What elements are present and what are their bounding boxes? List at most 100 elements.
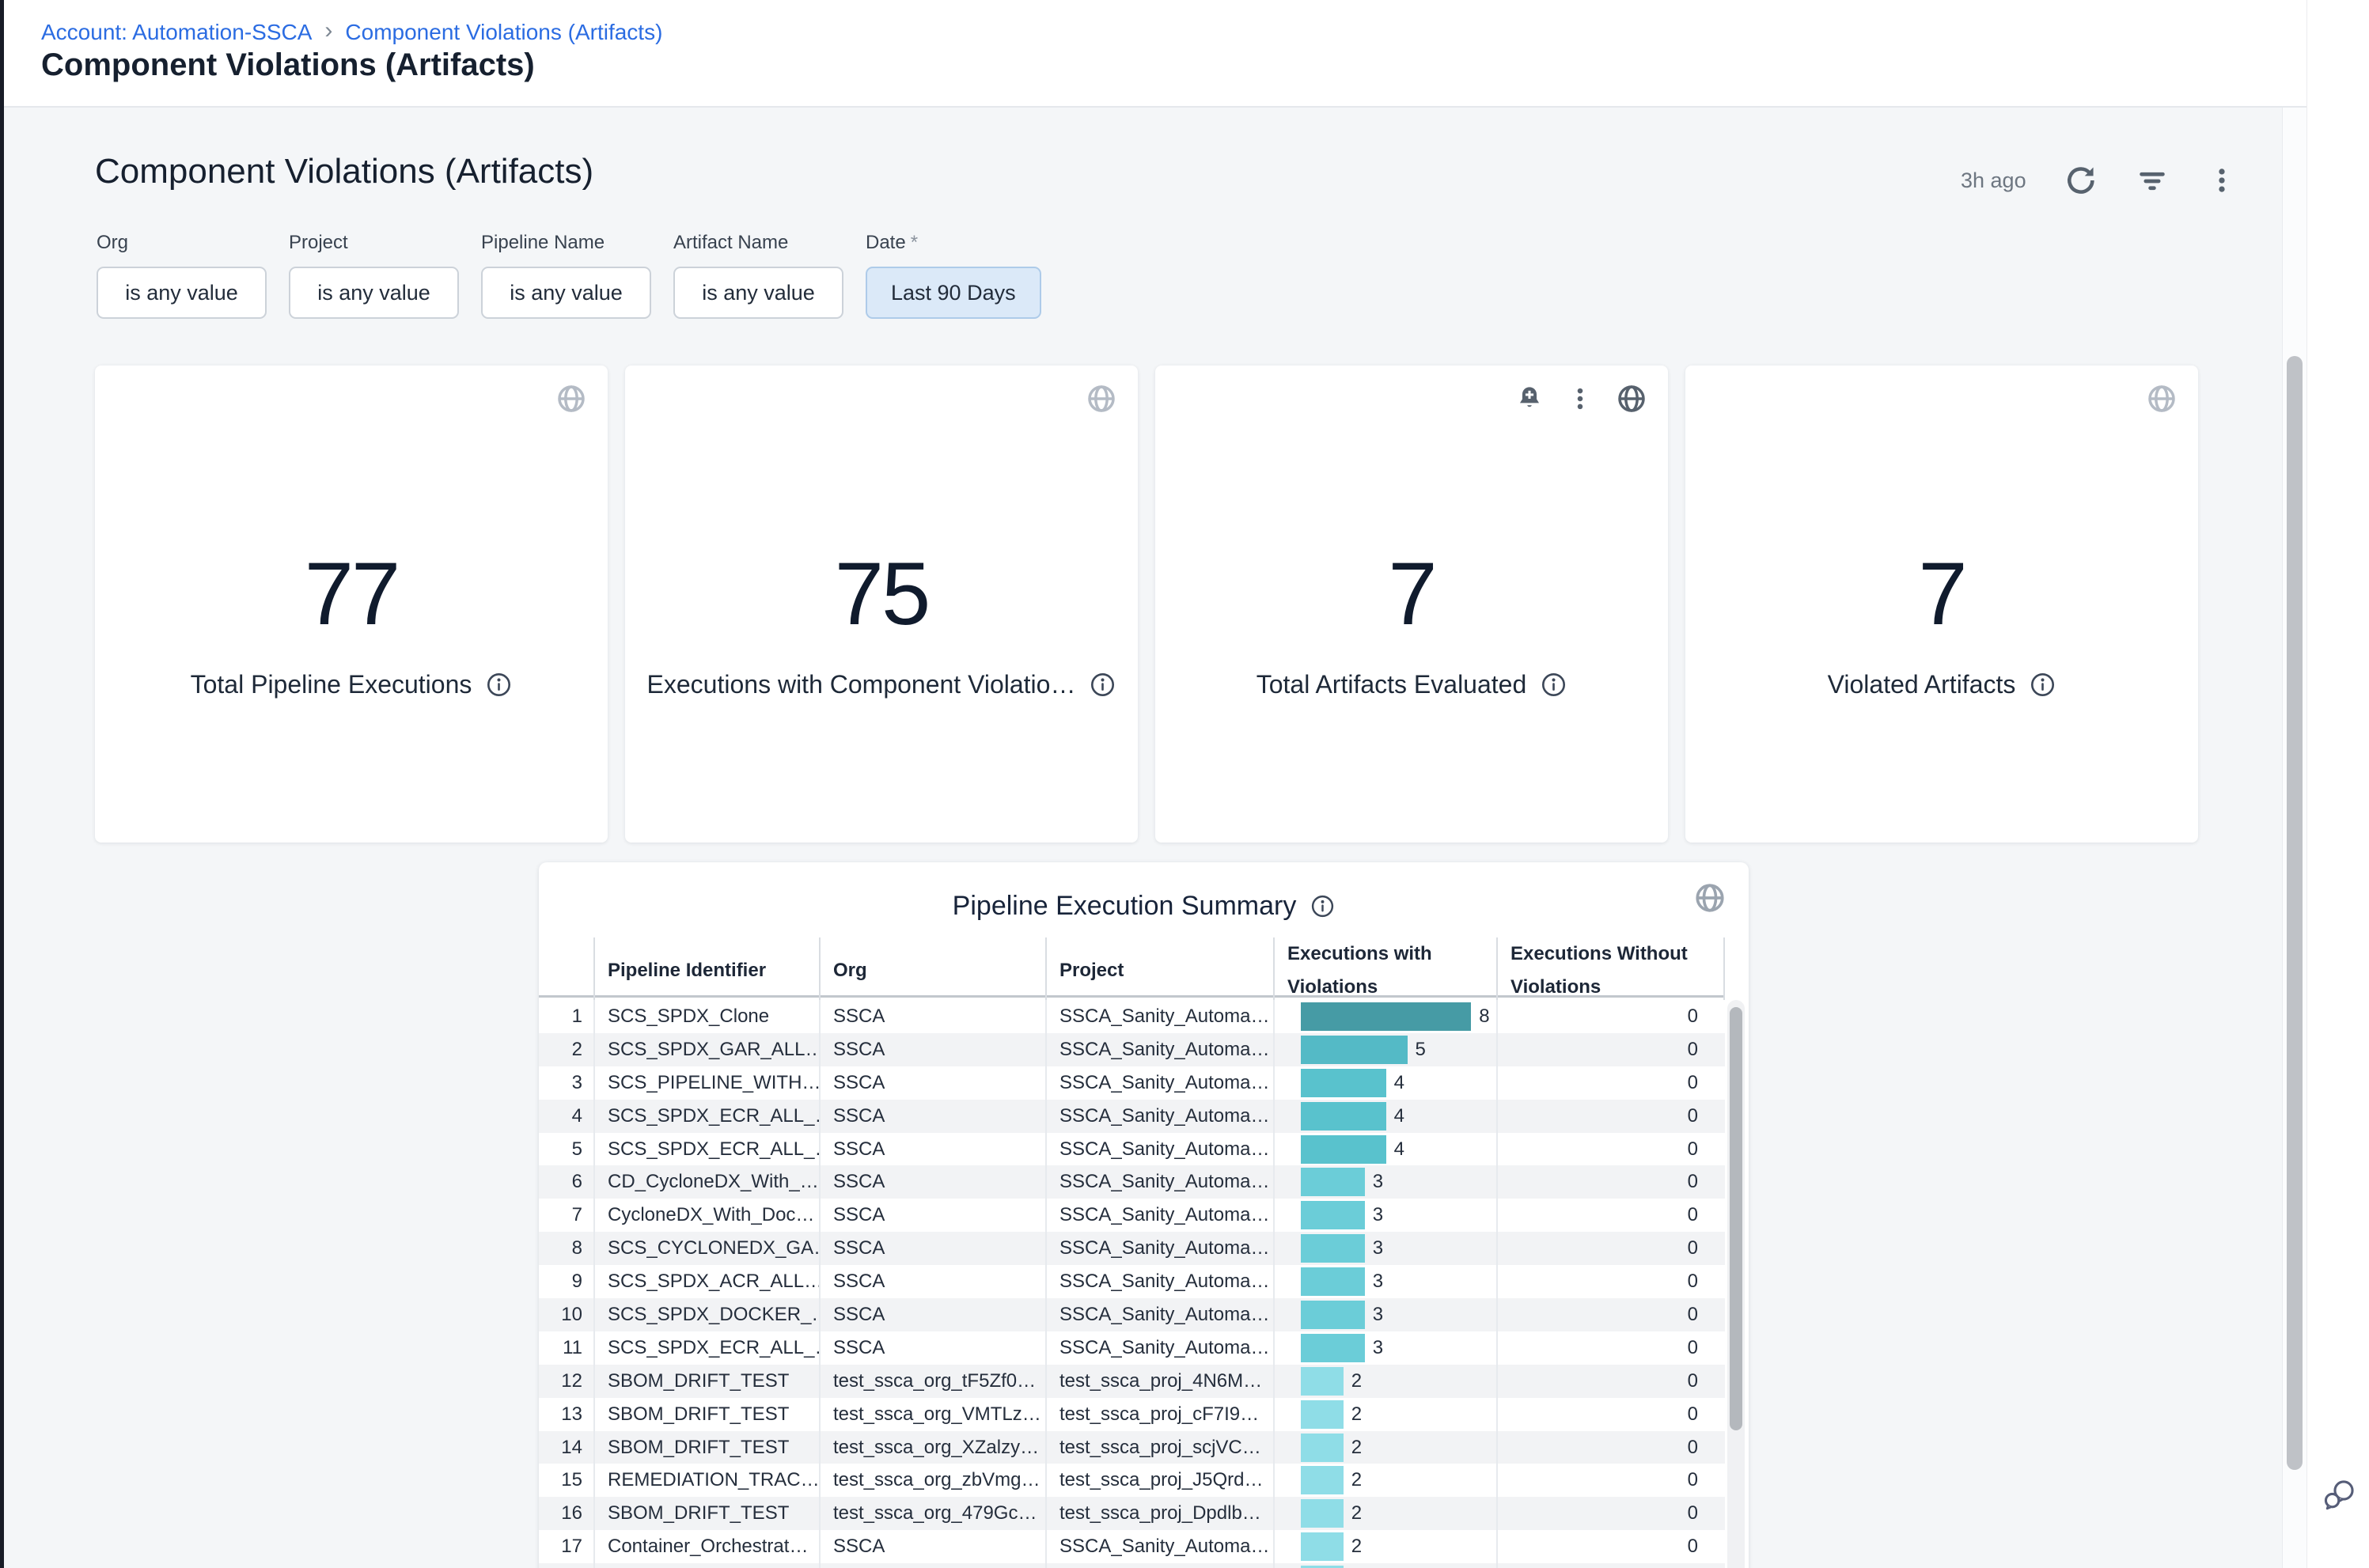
cell-executions-with-violations: 3 [1273, 1298, 1496, 1331]
pipeline-execution-summary-panel: Pipeline Execution Summary Pipeline Iden… [539, 862, 1749, 1568]
cell-pipeline-identifier: SCS_SPDX_GAR_ALL… [593, 1033, 819, 1066]
violations-count: 2 [1351, 1437, 1362, 1459]
filter-value-button[interactable]: is any value [97, 267, 267, 319]
globe-icon[interactable] [555, 383, 587, 415]
violations-bar [1301, 1367, 1344, 1396]
row-index: 2 [539, 1033, 593, 1066]
globe-icon[interactable] [2146, 383, 2178, 415]
cell-pipeline-identifier: CD_CycloneDX_With_… [593, 1165, 819, 1199]
cell-executions-without-violations: 0 [1496, 1497, 1725, 1530]
cell-project: SSCA_Sanity_Automa… [1045, 1530, 1273, 1563]
cell-executions-with-violations: 3 [1273, 1199, 1496, 1232]
page-scrollbar-thumb[interactable] [2287, 356, 2303, 1470]
filter-group: Pipeline Name is any value [481, 232, 651, 319]
table-row[interactable]: 14 SBOM_DRIFT_TEST test_ssca_org_XZalzy…… [539, 1431, 1725, 1464]
column-header-org[interactable]: Org [819, 937, 1045, 1004]
violations-bar [1301, 1102, 1386, 1131]
filter-label: Project [289, 232, 459, 254]
breadcrumb-account-link[interactable]: Account: Automation-SSCA [41, 20, 312, 45]
row-index: 13 [539, 1398, 593, 1431]
violations-count: 3 [1373, 1171, 1383, 1193]
info-icon[interactable] [1541, 672, 1567, 698]
kebab-menu-icon[interactable] [1567, 385, 1594, 412]
cell-executions-with-violations: 3 [1273, 1232, 1496, 1265]
table-row[interactable]: 8 SCS_CYCLONEDX_GA… SSCA SSCA_Sanity_Aut… [539, 1232, 1725, 1265]
table-row[interactable]: 13 SBOM_DRIFT_TEST test_ssca_org_VMTLz… … [539, 1398, 1725, 1431]
collapsed-nav-edge [0, 0, 4, 1568]
column-header-executions-without-violations[interactable]: Executions Without Violations [1496, 937, 1725, 1004]
table-row[interactable]: 1 SCS_SPDX_Clone SSCA SSCA_Sanity_Automa… [539, 1000, 1725, 1033]
row-index: 6 [539, 1165, 593, 1199]
cell-pipeline-identifier: SCS_CYCLONEDX_GA… [593, 1232, 819, 1265]
violations-count: 3 [1373, 1304, 1383, 1326]
cell-org: SSCA [819, 1530, 1045, 1563]
table-row[interactable]: 7 CycloneDX_With_Doc… SSCA SSCA_Sanity_A… [539, 1199, 1725, 1232]
info-icon[interactable] [1310, 894, 1335, 918]
metric-card: 7 Violated Artifacts [1685, 365, 2198, 843]
table-row[interactable]: 16 SBOM_DRIFT_TEST test_ssca_org_479Gc… … [539, 1497, 1725, 1530]
cell-pipeline-identifier: SCS_SPDX_DOCKER_… [593, 1298, 819, 1331]
alert-bell-icon[interactable] [1514, 384, 1545, 414]
violations-count: 5 [1416, 1039, 1426, 1061]
table-row[interactable]: 12 SBOM_DRIFT_TEST test_ssca_org_tF5Zf0…… [539, 1365, 1725, 1398]
page-scrollbar [2282, 108, 2306, 1568]
cell-org: test_ssca_org_zbVmg… [819, 1464, 1045, 1497]
metric-cards-row: 77 Total Pipeline Executions 75 Executio… [95, 365, 2198, 843]
card-actions [555, 383, 587, 415]
card-actions [1514, 383, 1647, 415]
table-row[interactable]: 4 SCS_SPDX_ECR_ALL_… SSCA SSCA_Sanity_Au… [539, 1100, 1725, 1133]
cell-executions-with-violations: 4 [1273, 1066, 1496, 1100]
cell-pipeline-identifier: SBOM_DRIFT_TEST [593, 1398, 819, 1431]
table-row[interactable]: 3 SCS_PIPELINE_WITH… SSCA SSCA_Sanity_Au… [539, 1066, 1725, 1100]
table-row[interactable]: 17 Container_Orchestrat… SSCA SSCA_Sanit… [539, 1530, 1725, 1563]
cell-executions-without-violations: 0 [1496, 1398, 1725, 1431]
table-row[interactable]: 10 SCS_SPDX_DOCKER_… SSCA SSCA_Sanity_Au… [539, 1298, 1725, 1331]
filter-value-button[interactable]: is any value [673, 267, 843, 319]
table-scrollbar-thumb[interactable] [1730, 1007, 1742, 1430]
row-index: 8 [539, 1232, 593, 1265]
app-header: Account: Automation-SSCA › Component Vio… [0, 0, 2306, 108]
cell-executions-without-violations: 0 [1496, 1298, 1725, 1331]
app-window: Account: Automation-SSCA › Component Vio… [0, 0, 2369, 1568]
violations-bar [1301, 1069, 1386, 1097]
table-row[interactable]: 9 SCS_SPDX_ACR_ALL… SSCA SSCA_Sanity_Aut… [539, 1265, 1725, 1298]
table-row[interactable]: 6 CD_CycloneDX_With_… SSCA SSCA_Sanity_A… [539, 1165, 1725, 1199]
info-icon[interactable] [1090, 672, 1116, 698]
table-row[interactable]: 11 SCS_SPDX_ECR_ALL_… SSCA SSCA_Sanity_A… [539, 1331, 1725, 1365]
metric-label: Executions with Component Violatio… [647, 670, 1076, 699]
info-icon[interactable] [2030, 672, 2056, 698]
globe-icon[interactable] [1616, 383, 1647, 415]
filter-value-button[interactable]: is any value [481, 267, 651, 319]
cell-org: SSCA [819, 1033, 1045, 1066]
table-row[interactable]: 5 SCS_SPDX_ECR_ALL_… SSCA SSCA_Sanity_Au… [539, 1133, 1725, 1166]
column-header-executions-with-violations[interactable]: Executions with Violations [1273, 937, 1496, 1004]
column-header-project[interactable]: Project [1045, 937, 1273, 1004]
refresh-icon[interactable] [2064, 164, 2098, 197]
globe-icon[interactable] [1693, 881, 1727, 915]
column-header-pipeline-identifier[interactable]: Pipeline Identifier [593, 937, 819, 1004]
cell-executions-without-violations: 0 [1496, 1100, 1725, 1133]
filter-icon[interactable] [2136, 164, 2169, 197]
cell-executions-without-violations: 0 [1496, 1431, 1725, 1464]
cell-executions-without-violations: 0 [1496, 1232, 1725, 1265]
table-row[interactable]: 15 REMEDIATION_TRAC… test_ssca_org_zbVmg… [539, 1464, 1725, 1497]
cell-project [1045, 1563, 1273, 1568]
cell-executions-without-violations: 0 [1496, 1265, 1725, 1298]
table-row[interactable] [539, 1563, 1725, 1568]
kebab-menu-icon[interactable] [2207, 165, 2237, 195]
cell-executions-with-violations: 2 [1273, 1464, 1496, 1497]
dashboard-controls: 3h ago [1961, 158, 2237, 203]
filter-value-button[interactable]: is any value [289, 267, 459, 319]
cell-org: test_ssca_org_479Gc… [819, 1497, 1045, 1530]
cell-executions-without-violations: 0 [1496, 1165, 1725, 1199]
breadcrumb-current-link[interactable]: Component Violations (Artifacts) [345, 20, 662, 45]
metric-label: Total Artifacts Evaluated [1257, 670, 1527, 699]
table-row[interactable]: 2 SCS_SPDX_GAR_ALL… SSCA SSCA_Sanity_Aut… [539, 1033, 1725, 1066]
chat-help-icon[interactable] [2320, 1476, 2358, 1514]
last-refreshed-label: 3h ago [1961, 169, 2026, 193]
globe-icon[interactable] [1086, 383, 1117, 415]
row-index: 14 [539, 1431, 593, 1464]
violations-bar [1301, 1002, 1471, 1031]
info-icon[interactable] [486, 672, 512, 698]
filter-value-button[interactable]: Last 90 Days [866, 267, 1041, 319]
